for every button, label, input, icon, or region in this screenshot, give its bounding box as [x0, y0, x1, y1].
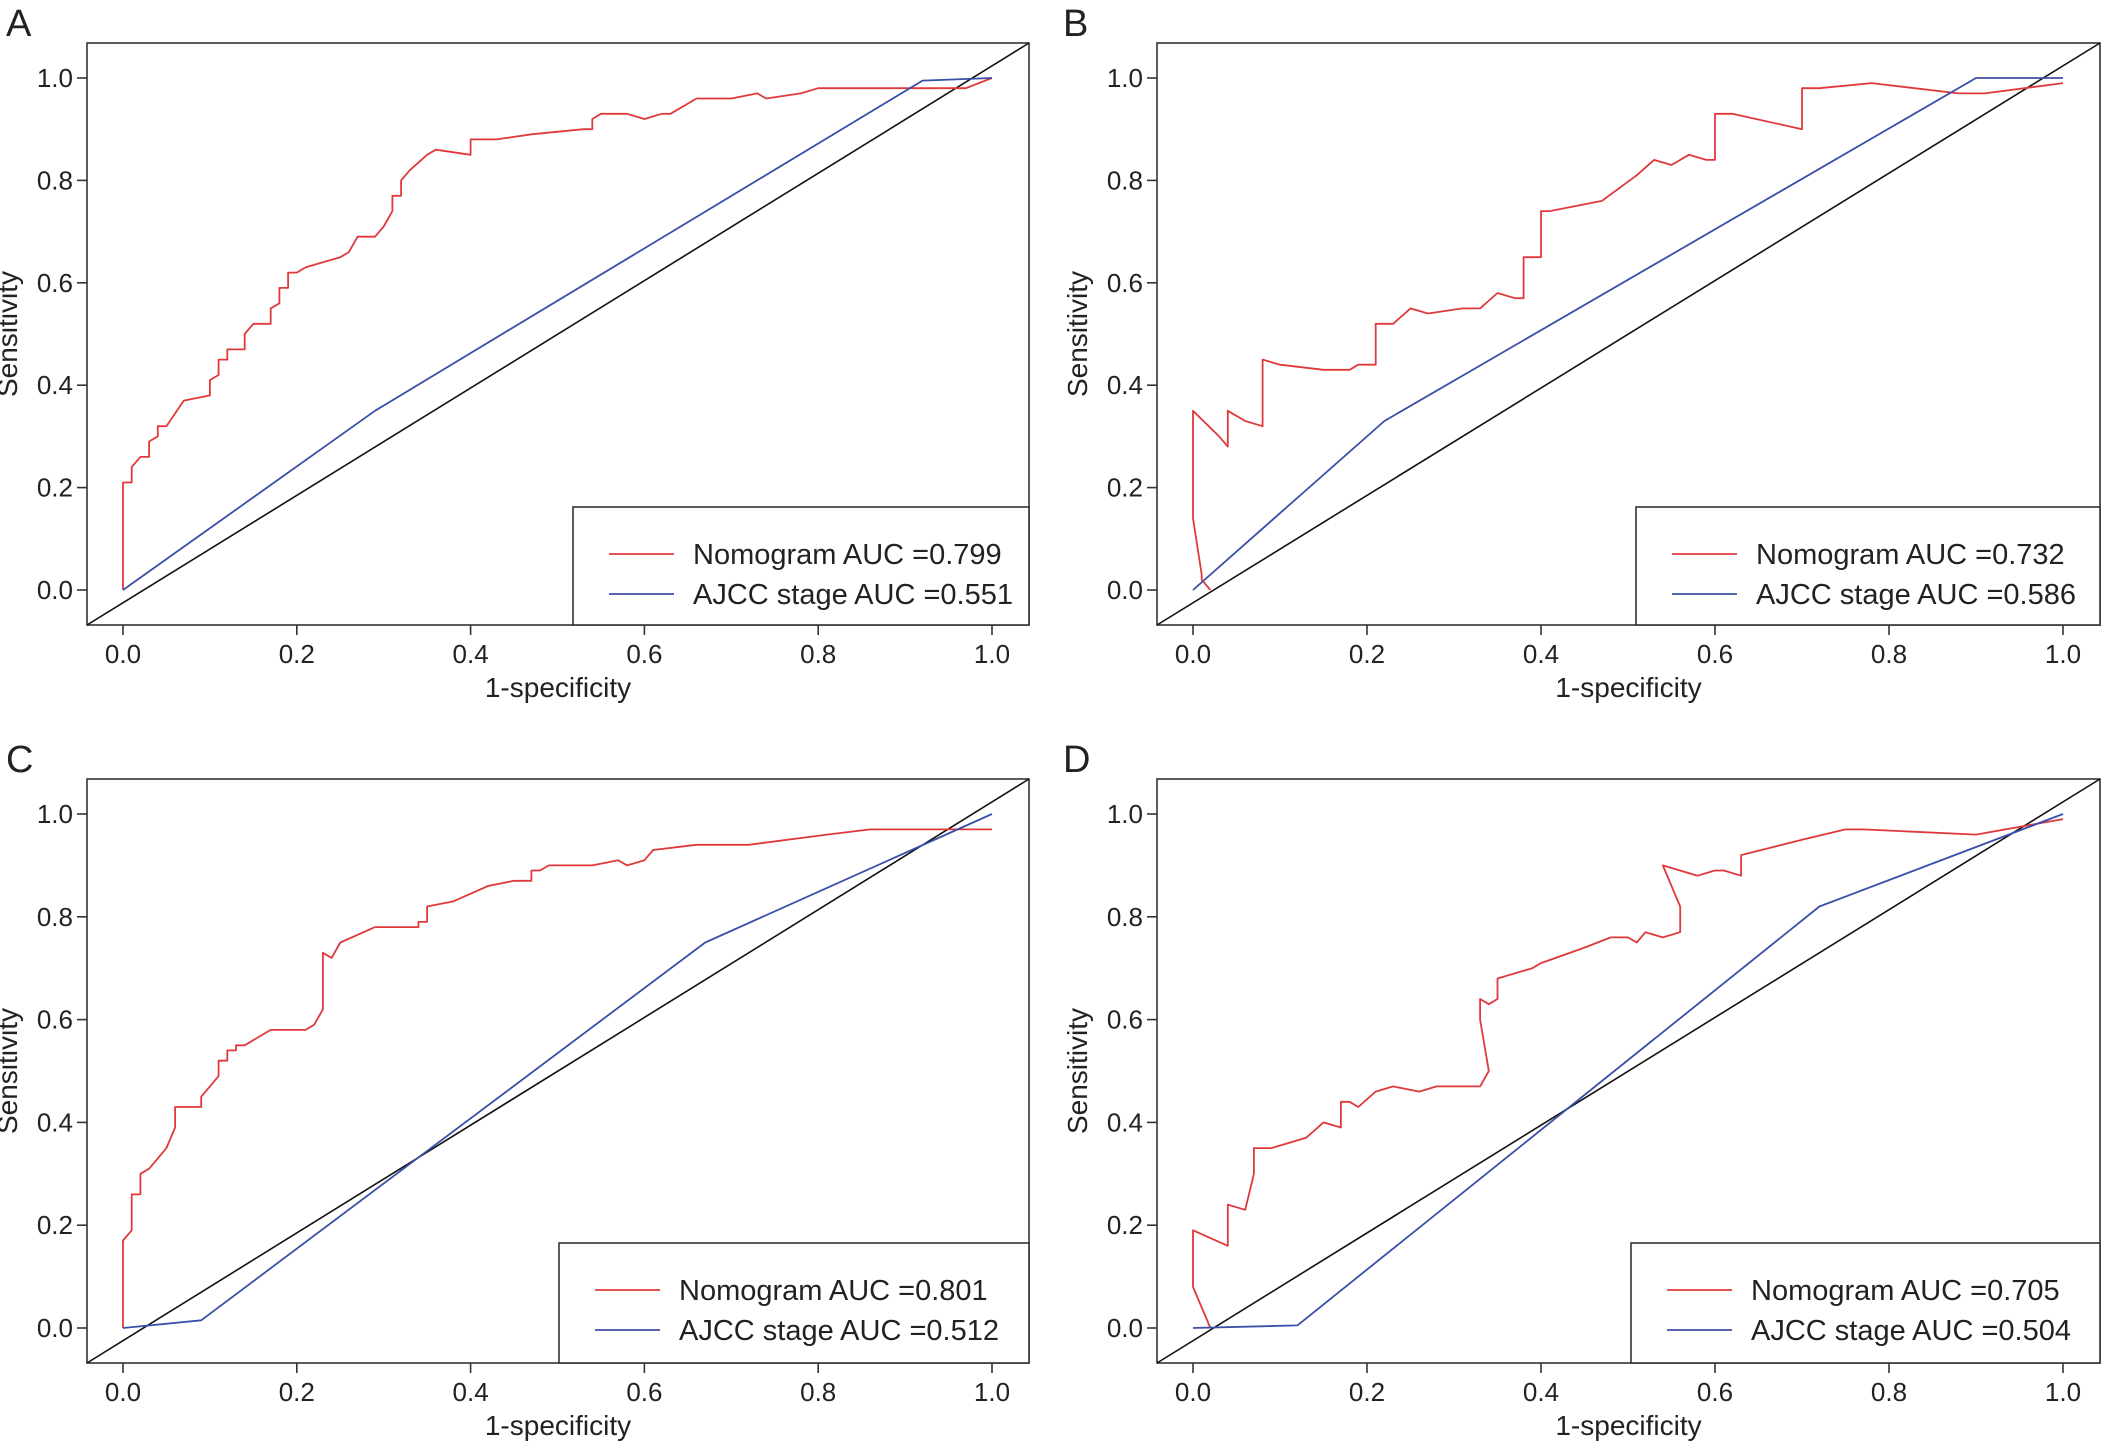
y-tick-label: 1.0 [37, 799, 73, 829]
chart-panel-b: B 0.0 0.2 0.4 0.6 0.8 1.0 0.0 0.2 0.4 0.6 0.8 1.0 1-s… [1062, 3, 2101, 703]
x-tick-label: 0.2 [279, 639, 315, 669]
y-tick-label: 0.8 [1107, 902, 1143, 932]
x-tick-label: 0.8 [1871, 1377, 1907, 1407]
nomogram-roc-line [1192, 82, 2064, 591]
plot-frame [86, 42, 1030, 626]
y-tick-label: 0.6 [37, 1005, 73, 1035]
x-tick-label: 0.8 [800, 1377, 836, 1407]
panel-letter: C [6, 739, 33, 781]
y-axis-title: Sensitivity [1062, 271, 1093, 397]
y-tick-label: 1.0 [1107, 799, 1143, 829]
x-tick-label: 0.2 [1349, 1377, 1385, 1407]
x-tick-label: 0.2 [279, 1377, 315, 1407]
legend-entry: Nomogram AUC =0.732 [1756, 539, 2065, 571]
panel-letter: D [1063, 739, 1090, 781]
y-tick-label: 0.8 [37, 902, 73, 932]
y-tick-label: 0.2 [37, 473, 73, 503]
x-tick-label: 0.4 [1523, 1377, 1559, 1407]
legend-entry: AJCC stage AUC =0.504 [1751, 1315, 2071, 1347]
y-tick-label: 0.0 [1107, 575, 1143, 605]
reference-diagonal [86, 778, 1030, 1364]
x-tick-label: 0.6 [1697, 639, 1733, 669]
panel-letter: B [1063, 3, 1088, 45]
x-tick-label: 0.4 [453, 639, 489, 669]
legend-entry: AJCC stage AUC =0.586 [1756, 579, 2076, 611]
y-tick-label: 0.4 [37, 1107, 73, 1137]
y-tick-label: 0.0 [37, 1313, 73, 1343]
y-tick-label: 0.2 [1107, 1210, 1143, 1240]
y-tick-label: 0.6 [37, 268, 73, 298]
x-axis-title: 1-specificity [1555, 1410, 1701, 1441]
legend-entry: AJCC stage AUC =0.551 [693, 579, 1013, 611]
x-tick-label: 1.0 [2045, 1377, 2081, 1407]
y-tick-label: 0.6 [1107, 1005, 1143, 1035]
y-tick-label: 0.4 [37, 370, 73, 400]
legend-box [558, 1242, 1030, 1364]
reference-diagonal [86, 42, 1030, 626]
x-axis-title: 1-specificity [485, 1410, 631, 1441]
x-tick-label: 1.0 [974, 1377, 1010, 1407]
reference-diagonal [1156, 42, 2101, 626]
nomogram-roc-line [122, 77, 993, 590]
legend-box [572, 506, 1030, 626]
legend-box [1630, 1242, 2101, 1364]
y-tick-label: 0.0 [1107, 1313, 1143, 1343]
y-tick-label: 0.8 [37, 165, 73, 195]
y-tick-label: 0.4 [1107, 1107, 1143, 1137]
y-axis-title: Sensitivity [0, 1008, 23, 1134]
x-axis-title: 1-specificity [1555, 672, 1701, 703]
x-tick-label: 0.0 [1175, 1377, 1211, 1407]
y-tick-label: 0.6 [1107, 268, 1143, 298]
x-tick-label: 0.8 [1871, 639, 1907, 669]
x-tick-label: 1.0 [974, 639, 1010, 669]
legend-entry: Nomogram AUC =0.799 [693, 539, 1002, 571]
nomogram-roc-line [122, 828, 992, 1328]
x-tick-label: 0.6 [1697, 1377, 1733, 1407]
panel-letter: A [6, 3, 32, 45]
legend-entry: AJCC stage AUC =0.512 [679, 1315, 999, 1347]
legend-box [1635, 506, 2101, 626]
x-axis-title: 1-specificity [485, 672, 631, 703]
y-tick-label: 0.2 [37, 1210, 73, 1240]
x-tick-label: 0.2 [1349, 639, 1385, 669]
x-tick-label: 0.4 [453, 1377, 489, 1407]
x-tick-label: 0.0 [1175, 639, 1211, 669]
ajcc-roc-line [1192, 813, 2064, 1329]
x-tick-label: 0.8 [800, 639, 836, 669]
chart-panel-c: C 0.0 0.2 0.4 0.6 0.8 1.0 0.0 0.2 0.4 0.6 0.8 1.0 1-s… [0, 739, 1030, 1441]
y-tick-label: 0.8 [1107, 165, 1143, 195]
legend-entry: Nomogram AUC =0.705 [1751, 1275, 2060, 1307]
nomogram-roc-line [1192, 818, 2064, 1329]
chart-panel-d: D 0.0 0.2 0.4 0.6 0.8 1.0 0.0 0.2 0.4 0.6 0.8 1.0 1-s… [1062, 739, 2101, 1441]
legend-entry: Nomogram AUC =0.801 [679, 1275, 988, 1307]
x-tick-label: 1.0 [2045, 639, 2081, 669]
reference-diagonal [1156, 778, 2101, 1364]
x-tick-label: 0.4 [1523, 639, 1559, 669]
x-tick-label: 0.0 [105, 639, 141, 669]
y-axis-title: Sensitivity [1062, 1008, 1093, 1134]
y-tick-label: 1.0 [37, 63, 73, 93]
ajcc-roc-line [1192, 77, 2063, 591]
x-tick-label: 0.0 [105, 1377, 141, 1407]
ajcc-roc-line [122, 813, 993, 1329]
chart-panel-a: A 0.0 0.2 0.4 0.6 0.8 1.0 0.0 0.2 0.4 0.6 0.8 1.0 1-s… [0, 3, 1030, 703]
x-tick-label: 0.6 [626, 639, 662, 669]
plot-frame [1156, 42, 2101, 626]
ajcc-roc-line [122, 77, 993, 591]
plot-frame [1156, 778, 2101, 1364]
y-tick-label: 1.0 [1107, 63, 1143, 93]
y-tick-label: 0.2 [1107, 473, 1143, 503]
legend: Nomogram AUC =0.732 AJCC stage AUC =0.586 [1635, 506, 2101, 626]
plot-frame [86, 778, 1030, 1364]
legend: Nomogram AUC =0.801 AJCC stage AUC =0.512 [558, 1242, 1030, 1364]
legend: Nomogram AUC =0.799 AJCC stage AUC =0.551 [572, 506, 1030, 626]
x-tick-label: 0.6 [626, 1377, 662, 1407]
y-tick-label: 0.0 [37, 575, 73, 605]
y-axis-title: Sensitivity [0, 271, 23, 397]
legend: Nomogram AUC =0.705 AJCC stage AUC =0.504 [1630, 1242, 2101, 1364]
y-tick-label: 0.4 [1107, 370, 1143, 400]
